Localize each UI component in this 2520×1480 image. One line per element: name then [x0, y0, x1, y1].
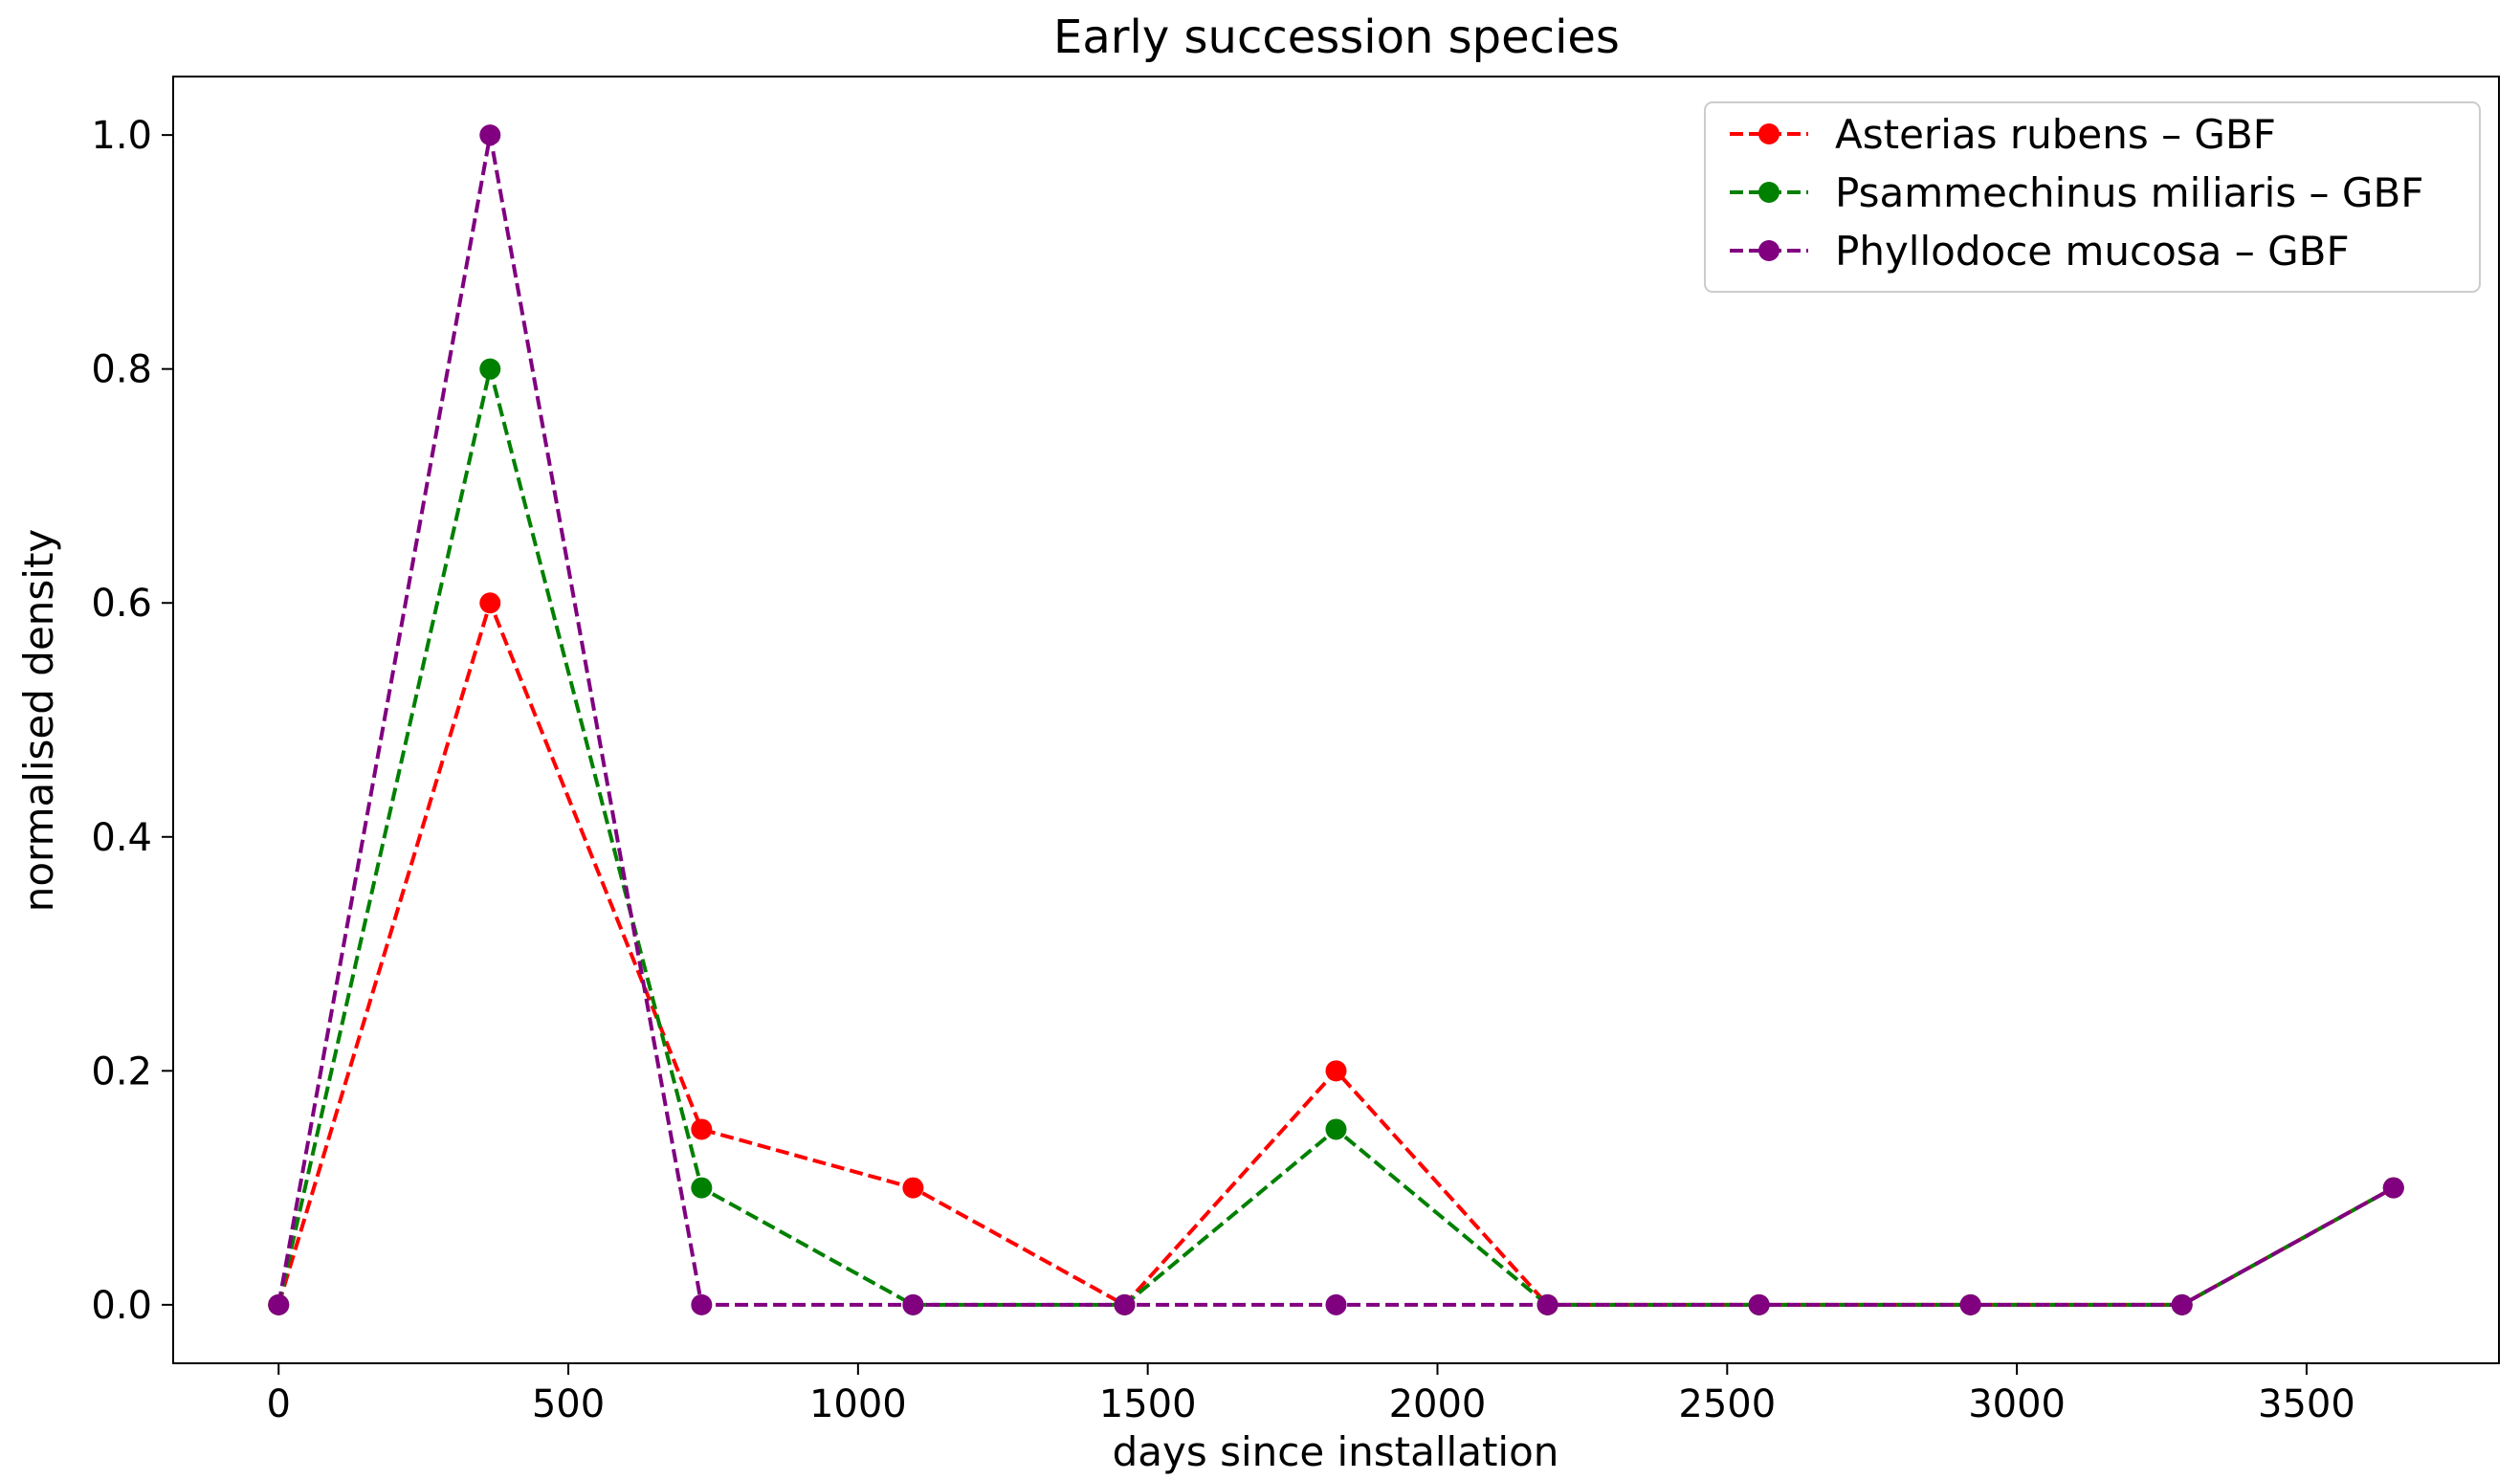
data-point — [1325, 1293, 1347, 1315]
plot-area-frame — [172, 76, 2500, 1364]
data-point — [1325, 1060, 1347, 1082]
chart-title: Early succession species — [1053, 11, 1620, 64]
data-point — [479, 358, 501, 380]
legend-marker — [1758, 240, 1779, 261]
data-point — [1536, 1293, 1558, 1315]
axis-ticks: 0 500 1000 1500 2000 2500 3000 3500 0.0 0.2 0.4 0.6… — [91, 114, 2354, 1426]
data-point — [479, 592, 501, 614]
x-tick-label: 3500 — [2258, 1382, 2355, 1426]
legend-frame — [1704, 101, 2481, 293]
legend-label: Psammechinus miliaris – GBF — [1835, 169, 2423, 216]
x-tick-label: 0 — [266, 1382, 290, 1426]
x-axis-label: days since installation — [1113, 1428, 1559, 1475]
y-axis-label: normalised density — [15, 529, 62, 913]
series-3 — [268, 124, 2404, 1315]
x-tick-label: 500 — [532, 1382, 605, 1426]
y-tick-label: 1.0 — [91, 114, 152, 158]
data-point — [1114, 1293, 1136, 1315]
data-point — [2171, 1293, 2193, 1315]
x-tick-label: 1500 — [1099, 1382, 1197, 1426]
data-point — [691, 1118, 713, 1140]
legend-marker — [1758, 123, 1779, 144]
legend-item: Phyllodoce mucosa – GBF — [1730, 228, 2350, 275]
data-point — [1748, 1293, 1770, 1315]
legend-label: Asterias rubens – GBF — [1835, 111, 2276, 158]
y-tick-label: 0.0 — [91, 1284, 152, 1328]
legend: Asterias rubens – GBF Psammechinus miliar… — [1704, 101, 2481, 293]
data-point — [2382, 1177, 2404, 1199]
data-point — [479, 124, 501, 146]
y-tick-label: 0.4 — [91, 816, 152, 860]
legend-items: Asterias rubens – GBF Psammechinus miliar… — [1730, 111, 2423, 275]
legend-item: Asterias rubens – GBF — [1730, 111, 2276, 158]
data-point — [1325, 1118, 1347, 1140]
legend-marker — [1758, 182, 1779, 203]
legend-label: Phyllodoce mucosa – GBF — [1835, 228, 2350, 275]
y-tick-label: 0.6 — [91, 582, 152, 626]
data-point — [268, 1293, 290, 1315]
data-point — [1959, 1293, 1981, 1315]
legend-item: Psammechinus miliaris – GBF — [1730, 169, 2423, 216]
series-layer — [268, 124, 2404, 1315]
data-point — [902, 1293, 924, 1315]
x-tick-label: 3000 — [1968, 1382, 2066, 1426]
x-tick-label: 2000 — [1389, 1382, 1487, 1426]
data-point — [902, 1177, 924, 1199]
data-point — [691, 1293, 713, 1315]
y-tick-label: 0.2 — [91, 1049, 152, 1093]
y-tick-label: 0.8 — [91, 348, 152, 392]
x-tick-label: 2500 — [1678, 1382, 1776, 1426]
x-tick-label: 1000 — [809, 1382, 907, 1426]
data-point — [691, 1177, 713, 1199]
